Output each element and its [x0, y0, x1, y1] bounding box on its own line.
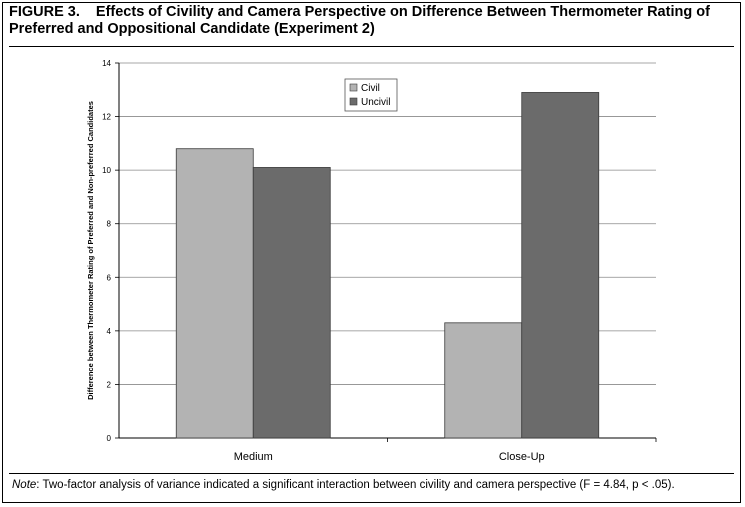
bar-uncivil-medium: [252, 167, 331, 439]
x-category-label: Medium: [234, 451, 273, 463]
note-divider: [9, 473, 734, 474]
figure-title: FIGURE 3. Effects of Civility and Camera …: [9, 4, 734, 38]
title-divider: [9, 46, 734, 47]
x-category-label: Close-Up: [499, 451, 545, 463]
axis-labels: 0 2 4 6 8 10 12 14 Medium Close-Up Difference betw…: [86, 59, 545, 463]
legend: Civil Uncivil: [344, 78, 398, 112]
bar-civil-closeup: [444, 322, 523, 439]
note-text: : Two-factor analysis of variance indica…: [36, 479, 675, 491]
legend-label-civil: Civil: [361, 83, 380, 94]
y-tick-label: 10: [102, 166, 111, 175]
bar-chart: 0 2 4 6 8 10 12 14 Medium Close-Up Difference betw…: [86, 59, 657, 463]
bar-uncivil-closeup: [521, 92, 600, 439]
legend-swatch-uncivil: [349, 97, 358, 106]
legend-label-uncivil: Uncivil: [361, 97, 390, 108]
legend-swatch-civil: [349, 83, 358, 92]
figure-title-text: Effects of Civility and Camera Perspecti…: [9, 4, 710, 37]
figure-note: Note: Two-factor analysis of variance in…: [12, 478, 737, 492]
y-tick-label: 6: [107, 273, 112, 282]
bars: [175, 92, 600, 439]
y-tick-label: 0: [107, 434, 112, 443]
bar-civil-medium: [175, 148, 254, 439]
y-tick-label: 8: [107, 220, 112, 229]
y-tick-label: 2: [107, 380, 112, 389]
y-tick-label: 14: [102, 59, 111, 68]
figure-label: FIGURE 3.: [9, 4, 80, 20]
y-tick-label: 12: [102, 113, 111, 122]
y-axis-title: Difference between Thermometer Rating of…: [86, 101, 95, 400]
note-lead: Note: [12, 479, 37, 491]
y-tick-label: 4: [107, 327, 112, 336]
